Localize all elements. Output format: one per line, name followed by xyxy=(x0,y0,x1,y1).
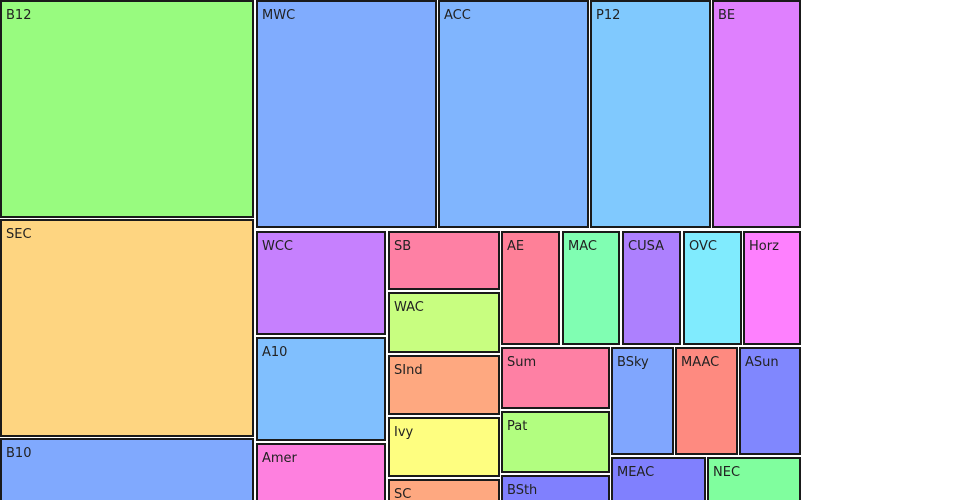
treemap-tile-ivy[interactable]: Ivy xyxy=(388,417,500,477)
treemap-tile-label: CUSA xyxy=(628,239,664,254)
treemap-tile-label: Amer xyxy=(262,451,297,466)
treemap-tile-b12[interactable]: B12 xyxy=(0,0,254,218)
treemap-tile-label: SInd xyxy=(394,363,423,378)
treemap-tile-label: NEC xyxy=(713,465,741,480)
treemap-tile-label: WCC xyxy=(262,239,294,254)
treemap-tile-label: Ivy xyxy=(394,425,414,440)
treemap-tile-sb[interactable]: SB xyxy=(388,231,500,290)
treemap-tile-horz[interactable]: Horz xyxy=(743,231,801,345)
treemap-tile-sum[interactable]: Sum xyxy=(501,347,610,409)
treemap-tile-label: Pat xyxy=(507,419,528,434)
treemap-tile-label: SEC xyxy=(6,227,32,242)
treemap-tile-sc[interactable]: SC xyxy=(388,479,500,500)
treemap-tile-p12[interactable]: P12 xyxy=(590,0,711,228)
treemap-tile-label: P12 xyxy=(596,8,621,23)
treemap-tile-mwc[interactable]: MWC xyxy=(256,0,437,228)
treemap-tile-ovc[interactable]: OVC xyxy=(683,231,742,345)
treemap-tile-label: MAC xyxy=(568,239,597,254)
treemap-tile-label: Sum xyxy=(507,355,537,370)
treemap-tile-wac[interactable]: WAC xyxy=(388,292,500,353)
treemap-tile-label: Horz xyxy=(749,239,779,254)
treemap-tile-asun[interactable]: ASun xyxy=(739,347,801,455)
treemap-tile-label: ACC xyxy=(444,8,471,23)
treemap-tile-label: MAAC xyxy=(681,355,720,370)
treemap-tile-label: SC xyxy=(394,487,412,500)
treemap-tile-meac[interactable]: MEAC xyxy=(611,457,706,500)
treemap-tile-be[interactable]: BE xyxy=(712,0,801,228)
treemap-tile-a10[interactable]: A10 xyxy=(256,337,386,441)
treemap-tile-cusa[interactable]: CUSA xyxy=(622,231,681,345)
treemap-tile-label: BE xyxy=(718,8,736,23)
treemap-tile-wcc[interactable]: WCC xyxy=(256,231,386,335)
treemap-tile-label: AE xyxy=(507,239,525,254)
treemap-tile-label: B10 xyxy=(6,446,32,461)
treemap-tile-ae[interactable]: AE xyxy=(501,231,560,345)
treemap-tile-sec[interactable]: SEC xyxy=(0,219,254,437)
treemap-tile-label: A10 xyxy=(262,345,288,360)
treemap-tile-sind[interactable]: SInd xyxy=(388,355,500,415)
treemap-tile-b10[interactable]: B10 xyxy=(0,438,254,500)
treemap-tile-label: SB xyxy=(394,239,412,254)
treemap-tile-label: WAC xyxy=(394,300,424,315)
treemap-tile-bsky[interactable]: BSky xyxy=(611,347,674,455)
treemap-tile-maac[interactable]: MAAC xyxy=(675,347,738,455)
treemap-tile-label: MEAC xyxy=(617,465,655,480)
treemap-tile-label: B12 xyxy=(6,8,32,23)
treemap-tile-label: BSth xyxy=(507,483,538,498)
treemap-tile-nec[interactable]: NEC xyxy=(707,457,801,500)
treemap-tile-acc[interactable]: ACC xyxy=(438,0,589,228)
treemap-tile-bsth[interactable]: BSth xyxy=(501,475,610,500)
treemap-tile-mac[interactable]: MAC xyxy=(562,231,620,345)
treemap-tile-label: OVC xyxy=(689,239,717,254)
treemap-tile-amer[interactable]: Amer xyxy=(256,443,386,500)
treemap-tile-pat[interactable]: Pat xyxy=(501,411,610,473)
treemap-tile-label: ASun xyxy=(745,355,779,370)
treemap-tile-label: MWC xyxy=(262,8,296,23)
treemap-tile-label: BSky xyxy=(617,355,649,370)
